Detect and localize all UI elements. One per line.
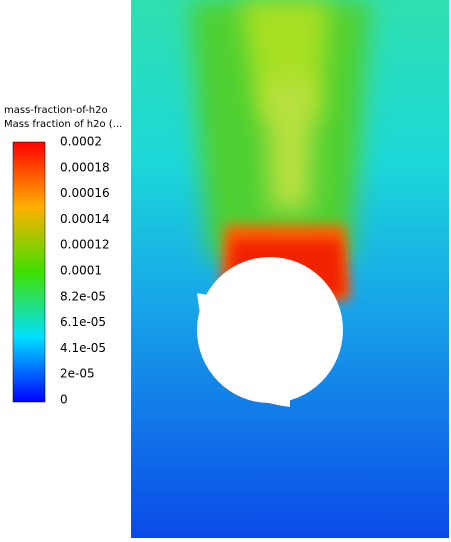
colorbar-tick-label: 0.00012 [60,238,110,252]
colorbar-tick-label: 2e-05 [60,367,95,381]
colorbar-tick-label: 4.1e-05 [60,341,106,355]
colorbar-tick-label: 0.00016 [60,186,110,200]
colorbar [12,141,46,403]
colorbar-title: mass-fraction-of-h2o [4,105,108,116]
colorbar-tick-label: 0.0001 [60,264,102,278]
field [131,0,449,538]
colorbar-subtitle: Mass fraction of h2o (... [4,119,122,130]
colorbar-tick-label: 0.00014 [60,212,110,226]
colorbar-tick-label: 8.2e-05 [60,289,106,303]
colorbar-tick-label: 0.0002 [60,135,102,149]
colorbar-tick-label: 6.1e-05 [60,315,106,329]
colorbar-tick-label: 0 [60,393,68,407]
colorbar-ticks: 0.0002 0.00018 0.00016 0.00014 0.00012 0.0001… [60,135,110,407]
colorbar-tick-label: 0.00018 [60,160,110,174]
